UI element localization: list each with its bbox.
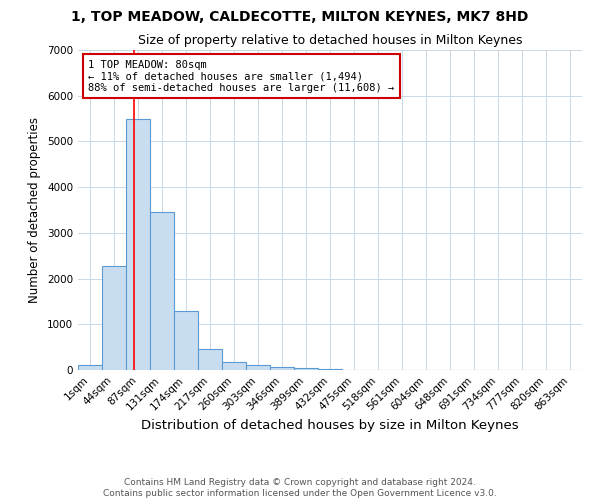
Bar bbox=[126, 118, 150, 370]
Text: 1, TOP MEADOW, CALDECOTTE, MILTON KEYNES, MK7 8HD: 1, TOP MEADOW, CALDECOTTE, MILTON KEYNES… bbox=[71, 10, 529, 24]
Text: Contains HM Land Registry data © Crown copyright and database right 2024.
Contai: Contains HM Land Registry data © Crown c… bbox=[103, 478, 497, 498]
Bar bbox=[294, 368, 318, 370]
Bar bbox=[318, 368, 342, 370]
Title: Size of property relative to detached houses in Milton Keynes: Size of property relative to detached ho… bbox=[138, 34, 522, 48]
Bar bbox=[270, 366, 294, 370]
Text: 1 TOP MEADOW: 80sqm
← 11% of detached houses are smaller (1,494)
88% of semi-det: 1 TOP MEADOW: 80sqm ← 11% of detached ho… bbox=[88, 60, 394, 93]
Bar bbox=[78, 366, 102, 370]
Bar bbox=[174, 310, 198, 370]
Bar bbox=[150, 212, 174, 370]
Y-axis label: Number of detached properties: Number of detached properties bbox=[28, 117, 41, 303]
Bar bbox=[222, 362, 246, 370]
X-axis label: Distribution of detached houses by size in Milton Keynes: Distribution of detached houses by size … bbox=[141, 418, 519, 432]
Bar bbox=[198, 350, 222, 370]
Bar bbox=[246, 366, 270, 370]
Bar bbox=[102, 266, 126, 370]
